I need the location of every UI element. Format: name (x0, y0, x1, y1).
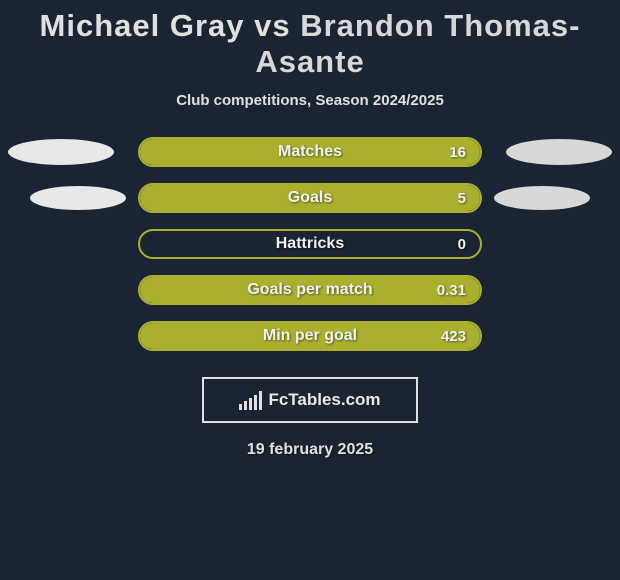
stat-bar: Hattricks0 (138, 229, 482, 259)
stat-rows: Matches16 Goals5 Hattricks0 Goals per match… (0, 137, 620, 351)
stat-label: Goals per match (140, 277, 480, 303)
spacer (8, 231, 114, 257)
stat-bar: Goals per match0.31 (138, 275, 482, 305)
stat-row: Hattricks0 (0, 229, 620, 259)
brand-barlet (254, 395, 257, 410)
stat-value: 0 (458, 231, 466, 257)
brand-barlet (249, 398, 252, 410)
player1-ellipse-icon (8, 139, 114, 165)
spacer (506, 231, 612, 257)
player2-ellipse-icon (506, 139, 612, 165)
brand-barlet (244, 401, 247, 410)
spacer (506, 323, 612, 349)
spacer (8, 277, 114, 303)
stat-value: 423 (441, 323, 466, 349)
stat-row: Min per goal423 (0, 321, 620, 351)
stat-label: Min per goal (140, 323, 480, 349)
stat-value: 16 (449, 139, 466, 165)
stat-bar: Matches16 (138, 137, 482, 167)
brand-barlet (259, 391, 262, 410)
spacer (506, 277, 612, 303)
player1-ellipse-icon (30, 186, 126, 210)
stat-label: Hattricks (140, 231, 480, 257)
player1-name: Michael Gray (40, 8, 245, 43)
stat-label: Matches (140, 139, 480, 165)
stat-row: Goals per match0.31 (0, 275, 620, 305)
brand-text: FcTables.com (268, 390, 380, 410)
page-title: Michael Gray vs Brandon Thomas-Asante (0, 8, 620, 80)
stat-bar: Goals5 (138, 183, 482, 213)
brand-box[interactable]: FcTables.com (202, 377, 418, 423)
stat-value: 5 (458, 185, 466, 211)
stat-row: Matches16 (0, 137, 620, 167)
stat-row: Goals5 (0, 183, 620, 213)
vs-text: vs (254, 8, 290, 43)
subtitle: Club competitions, Season 2024/2025 (0, 92, 620, 109)
player2-name: Brandon Thomas-Asante (255, 8, 580, 79)
stat-value: 0.31 (437, 277, 466, 303)
brand-chart-icon (239, 390, 262, 410)
brand-barlet (239, 404, 242, 410)
player2-ellipse-icon (494, 186, 590, 210)
stat-bar: Min per goal423 (138, 321, 482, 351)
spacer (8, 323, 114, 349)
date-text: 19 february 2025 (0, 441, 620, 459)
comparison-card: Michael Gray vs Brandon Thomas-Asante Cl… (0, 0, 620, 459)
stat-label: Goals (140, 185, 480, 211)
